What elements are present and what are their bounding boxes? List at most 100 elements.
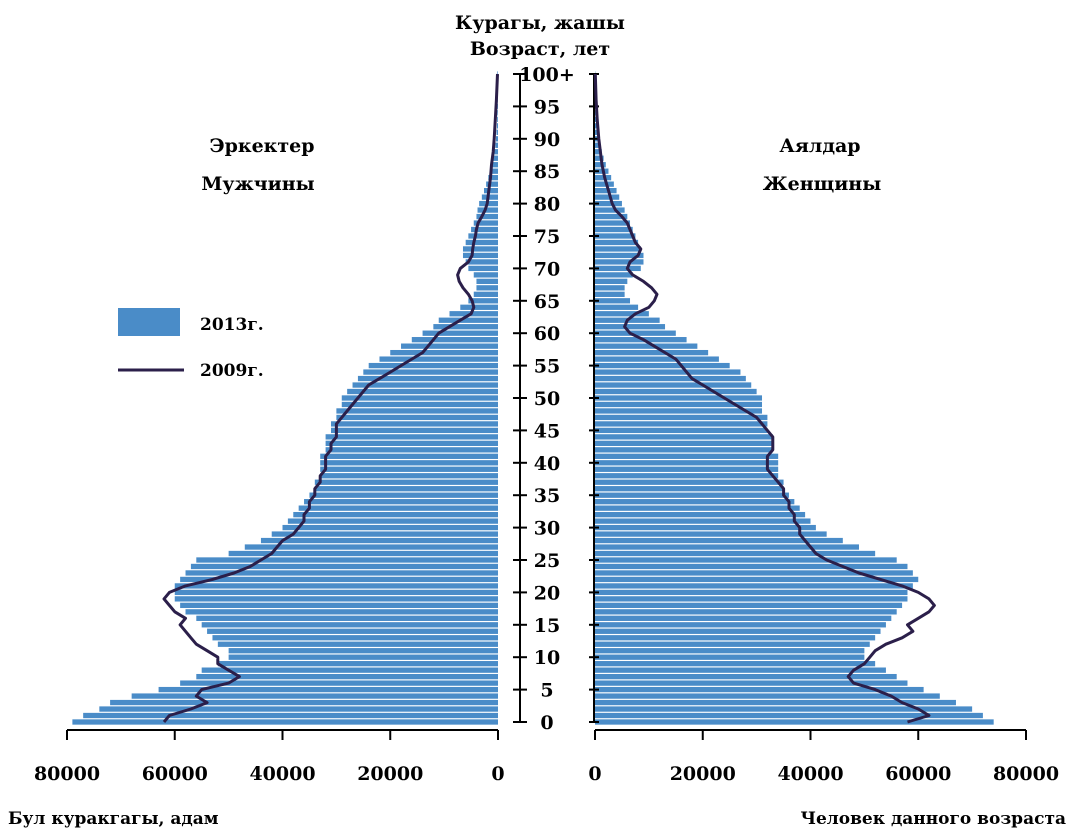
male-bar-age-44 [325,434,498,440]
female-bar-age-46 [595,421,768,427]
male-bar-age-39 [320,466,498,472]
female-bar-age-4 [595,693,940,699]
female-bar-age-48 [595,408,763,414]
male-bar-age-15 [201,622,498,628]
left-x-tick-label: 0 [491,763,504,785]
female-bar-age-44 [595,434,773,440]
male-bar-age-85 [490,168,498,174]
female-bar-age-64 [595,304,639,310]
female-bar-age-83 [595,181,614,187]
male-bar-age-69 [473,272,498,278]
age-tick-label: 45 [534,420,560,442]
age-tick-label: 20 [534,582,560,604]
male-bar-age-84 [488,175,498,181]
female-bar-age-33 [595,505,800,511]
age-tick-label: 100+ [519,64,575,86]
female-bar-age-24 [595,563,908,570]
legend: 2013г. 2009г. [118,308,264,381]
left-x-tick-label: 60000 [142,763,208,785]
male-bar-age-58 [401,343,498,349]
female-bar-age-23 [595,570,913,576]
female-bar-age-37 [595,479,784,485]
female-bar-age-76 [595,226,633,233]
female-bar-age-22 [595,576,919,583]
male-bar-age-7 [196,673,499,680]
male-bar-age-2 [99,706,498,712]
female-bars-2013 [595,71,994,725]
female-bar-age-47 [595,414,768,421]
female-bar-age-88 [595,149,602,155]
female-bar-age-27 [595,544,859,550]
female-bar-age-40 [595,460,779,466]
male-line-2009 [162,73,499,723]
female-bar-age-58 [595,343,698,349]
age-tick-label: 95 [534,96,560,118]
male-bar-age-63 [449,311,498,317]
male-label-kg: Эркектер [209,135,314,157]
female-bar-age-86 [595,162,606,168]
male-bar-age-40 [320,460,498,466]
legend-label-2013: 2013г. [200,315,264,335]
male-bar-age-78 [476,213,498,220]
male-label-ru: Мужчины [201,173,314,195]
female-bar-age-36 [595,486,784,492]
male-bar-age-66 [473,291,498,297]
male-bar-age-43 [325,440,498,447]
male-bar-age-38 [320,473,498,479]
male-bar-age-24 [190,563,498,570]
female-bar-age-75 [595,233,636,239]
female-bar-age-73 [595,246,641,252]
female-bar-age-81 [595,194,620,200]
female-bar-age-2 [595,706,973,712]
age-tick-label: 40 [534,453,560,475]
male-bar-age-51 [347,388,498,395]
age-tick-label: 35 [534,485,560,507]
right-x-tick-label: 20000 [670,763,736,785]
female-label-kg: Аялдар [779,135,860,157]
right-x-tick-label: 60000 [885,763,951,785]
male-bar-age-89 [495,142,498,148]
female-bar-age-51 [595,388,757,395]
male-bar-age-49 [341,401,498,408]
male-bar-age-73 [462,246,498,252]
male-bar-age-82 [483,187,498,194]
age-tick-label: 30 [534,518,560,540]
male-bar-age-71 [465,259,498,265]
male-bar-age-83 [486,181,498,187]
female-bar-age-61 [595,324,666,330]
male-bar-age-30 [282,524,498,531]
age-tick-label: 25 [534,550,560,572]
male-bar-age-77 [473,220,498,226]
male-bar-age-34 [304,499,498,505]
male-bar-age-5 [158,686,498,693]
female-bar-age-25 [595,557,897,563]
right-x-tick-label: 0 [588,763,601,785]
male-bar-age-94 [497,110,498,116]
female-bar-age-66 [595,291,625,297]
female-bar-age-1 [595,712,983,719]
female-bar-age-78 [595,213,628,220]
age-tick-label: 10 [534,647,560,669]
male-bar-age-86 [492,162,498,168]
female-bar-age-29 [595,531,827,537]
age-tick-label: 0 [540,712,553,734]
right-x-tick-label: 40000 [777,763,843,785]
female-bar-age-92 [595,123,597,129]
x-axes: 80000 60000 40000 20000 0 0 20000 40000 60000 800… [34,729,1059,785]
male-bar-age-70 [468,265,498,272]
age-tick-label: 80 [534,194,560,216]
male-bar-age-81 [481,194,498,200]
male-bar-age-91 [496,129,498,135]
age-tick-label: 60 [534,323,560,345]
male-bar-age-1 [83,712,498,719]
female-bar-age-69 [595,272,633,278]
female-bar-age-67 [595,285,625,291]
age-tick-label: 75 [534,226,560,248]
female-bar-age-52 [595,382,752,388]
male-bar-age-90 [495,136,498,142]
male-bar-age-10 [228,654,498,660]
female-bar-age-77 [595,220,631,226]
female-bar-age-65 [595,298,631,304]
female-bar-age-20 [595,589,908,596]
male-bar-age-16 [196,615,499,621]
